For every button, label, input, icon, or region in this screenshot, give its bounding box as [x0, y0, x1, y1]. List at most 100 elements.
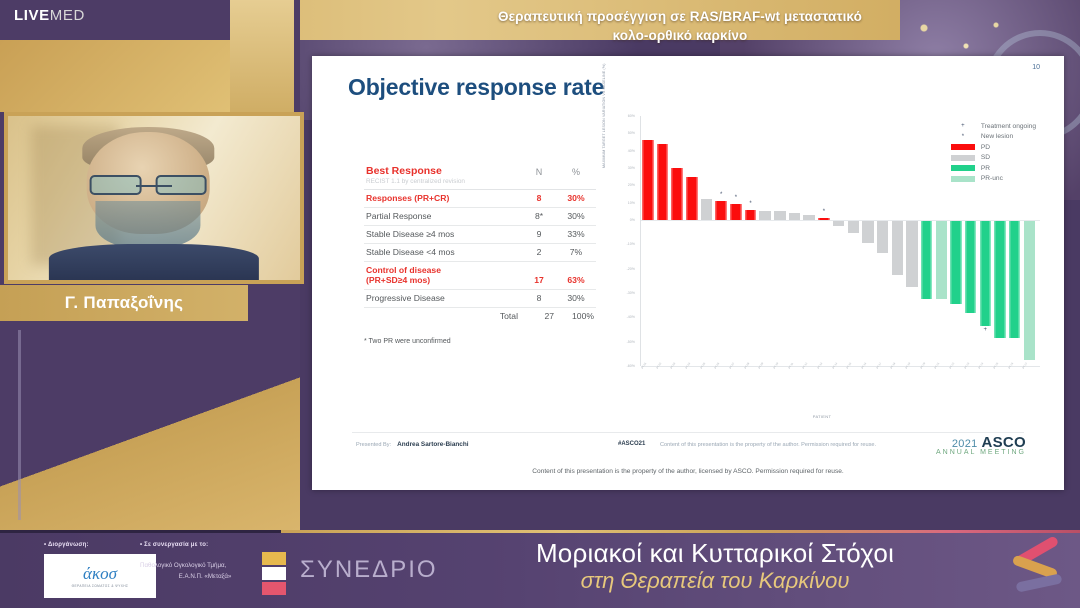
presenter-name: Andrea Sartore-Bianchi: [397, 441, 469, 448]
chart-bar-slot: [758, 116, 772, 366]
chart-bar-slot: [1022, 116, 1036, 366]
chart-bar: [656, 143, 669, 220]
chart-y-axis-line: [640, 116, 641, 366]
table-cell-label: Progressive Disease: [364, 289, 522, 308]
chart-bar: [700, 199, 713, 220]
table-body: Best Response N % RECIST 1.1 by centrali…: [364, 161, 596, 325]
legend-label: PR: [980, 164, 991, 172]
asco-logo-subtitle: ANNUAL MEETING: [936, 449, 1026, 456]
chart-bar-slot: [1008, 116, 1022, 366]
table-row: Control of disease (PR+SD≥4 mos) 17 63%: [364, 261, 596, 290]
legend-item: * New lesion: [951, 133, 1036, 141]
table-total-label: Total: [499, 311, 518, 321]
new-lesion-marker: *: [822, 209, 826, 216]
table-cell-n: 17: [522, 261, 556, 290]
chart-bar: [1023, 221, 1036, 360]
new-lesion-marker: *: [720, 191, 723, 198]
table-row: Stable Disease ≥4 mos 9 33%: [364, 225, 596, 244]
table-cell-label: Control of disease (PR+SD≥4 mos): [364, 261, 522, 290]
table-subheader-n-spacer: [522, 177, 556, 190]
table-cell-label: Responses (PR+CR): [364, 189, 522, 208]
presentation-title-banner: Θεραπευτική προσέγγιση σε RAS/BRAF-wt με…: [330, 3, 1030, 49]
slide-page-number: 10: [1032, 64, 1040, 71]
table-subheader-row: RECIST 1.1 by centralized revision: [364, 177, 596, 190]
chart-bars: * * * * +: [641, 116, 1036, 366]
akos-logo-tagline: ΘΕΡΑΠΕΙΑ ΣΩΜΑΤΟΣ & ΨΥΧΗΣ: [71, 583, 129, 588]
legend-color-swatch: [950, 144, 975, 150]
slide-title: Objective response rate: [348, 74, 605, 100]
chart-bar: [759, 211, 771, 220]
chart-bar: [906, 221, 918, 287]
chart-bar: [920, 221, 933, 299]
table-cell-label: Partial Response: [364, 207, 522, 226]
table-cell-pct: 33%: [556, 225, 596, 244]
chart-bar: [818, 218, 830, 220]
slide-footer-divider: [352, 432, 1024, 433]
chart-bar-slot: +: [978, 116, 992, 366]
chart-y-tick-label: 30%: [627, 166, 635, 170]
chart-bar: [847, 221, 859, 234]
chart-bar-slot: *: [729, 116, 743, 366]
glasses-icon: [89, 175, 207, 195]
chart-bar: [964, 221, 977, 314]
chart-bar: [803, 214, 815, 220]
glasses-bridge: [136, 184, 172, 187]
chart-y-tick-label: -50%: [626, 339, 635, 344]
cooperation-label: • Σε συνεργασία με το:: [140, 542, 209, 548]
ribbon-icon: [1010, 535, 1066, 598]
chart-bar: [950, 221, 962, 304]
livemed-logo-med: MED: [49, 7, 85, 24]
new-lesion-marker: *: [734, 195, 738, 202]
table-subheader-text: RECIST 1.1 by centralized revision: [364, 177, 522, 190]
chart-legend: + Treatment ongoing * New lesion PD SD PR PR-un…: [950, 122, 1036, 185]
chart-bar: [862, 221, 874, 243]
background-gold-block-three: [0, 300, 300, 530]
chart-bar: [994, 221, 1006, 338]
chart-bar: [832, 221, 845, 226]
table-cell-pct: 30%: [556, 289, 596, 308]
slide-bottom-note: Content of this presentation is the prop…: [532, 468, 844, 475]
chart-bar-slot: [949, 116, 963, 366]
speaker-video-feed[interactable]: [8, 116, 300, 280]
table-cell-label: Stable Disease ≥4 mos: [364, 225, 522, 244]
chart-bar-slot: [993, 116, 1007, 366]
livemed-logo-live: LIVE: [14, 7, 50, 24]
chart-zero-line: [641, 220, 1040, 221]
table-subheader-pct-spacer: [556, 177, 596, 190]
new-lesion-marker: *: [749, 200, 752, 207]
chart-bar-slot: [656, 116, 670, 366]
chart-bar-slot: [832, 116, 846, 366]
chart-bar-slot: *: [714, 116, 728, 366]
organizer-block: • Διοργάνωση: άκοσ ΘΕΡΑΠΕΙΑ ΣΩΜΑΤΟΣ & ΨΥ…: [44, 542, 156, 598]
legend-item: SD: [950, 154, 1036, 162]
chart-bar-slot: [876, 116, 890, 366]
akos-logo: άκοσ ΘΕΡΑΠΕΙΑ ΣΩΜΑΤΟΣ & ΨΥΧΗΣ: [44, 554, 156, 598]
asco-logo-year: 2021: [951, 438, 978, 450]
speaker-name: Γ. Παπαξοΐνης: [64, 293, 184, 312]
chart-y-tick-label: 40%: [627, 148, 635, 153]
congress-title-line-2: στη Θεραπεία του Καρκίνου: [580, 568, 850, 593]
bottom-banner: • Διοργάνωση: άκοσ ΘΕΡΑΠΕΙΑ ΣΩΜΑΤΟΣ & ΨΥ…: [0, 530, 1080, 608]
cooperation-line-2: Ε.Α.Ν.Π. «Μεταξά»: [178, 573, 232, 580]
swatch-white: [262, 567, 286, 580]
speaker-video-frame[interactable]: [4, 112, 304, 284]
chart-y-tick-label: -10%: [626, 242, 635, 247]
table-header-row: Best Response N %: [364, 161, 596, 178]
bottom-banner-accent-line: [0, 530, 1080, 533]
chart-y-tick-label: 10%: [627, 200, 635, 205]
presentation-slide[interactable]: 10 Objective response rate Best Response…: [312, 56, 1064, 490]
presentation-title-line-1: Θεραπευτική προσέγγιση σε RAS/BRAF-wt με…: [498, 9, 862, 24]
chart-y-tick-label: -60%: [626, 364, 635, 368]
table-row: Stable Disease <4 mos 2 7%: [364, 243, 596, 262]
chart-y-tick-label: 60%: [627, 114, 635, 118]
chart-bar-slot: [700, 116, 714, 366]
chart-bar-slot: [905, 116, 919, 366]
glasses-lens-right: [155, 175, 207, 195]
chart-bar: [671, 168, 683, 220]
chart-bar-slot: [890, 116, 904, 366]
cooperation-line-1: Παθολογικό Ογκολογικό Τμήμα,: [140, 562, 227, 569]
chart-y-axis-ticks: 60% 50% 40% 30% 20% 10% 0% -10% -20% -30% -40% -50%…: [612, 114, 638, 368]
chart-bar-slot: [773, 116, 787, 366]
chart-bar-slot: [802, 116, 816, 366]
table-cell-pct: 63%: [556, 261, 596, 290]
